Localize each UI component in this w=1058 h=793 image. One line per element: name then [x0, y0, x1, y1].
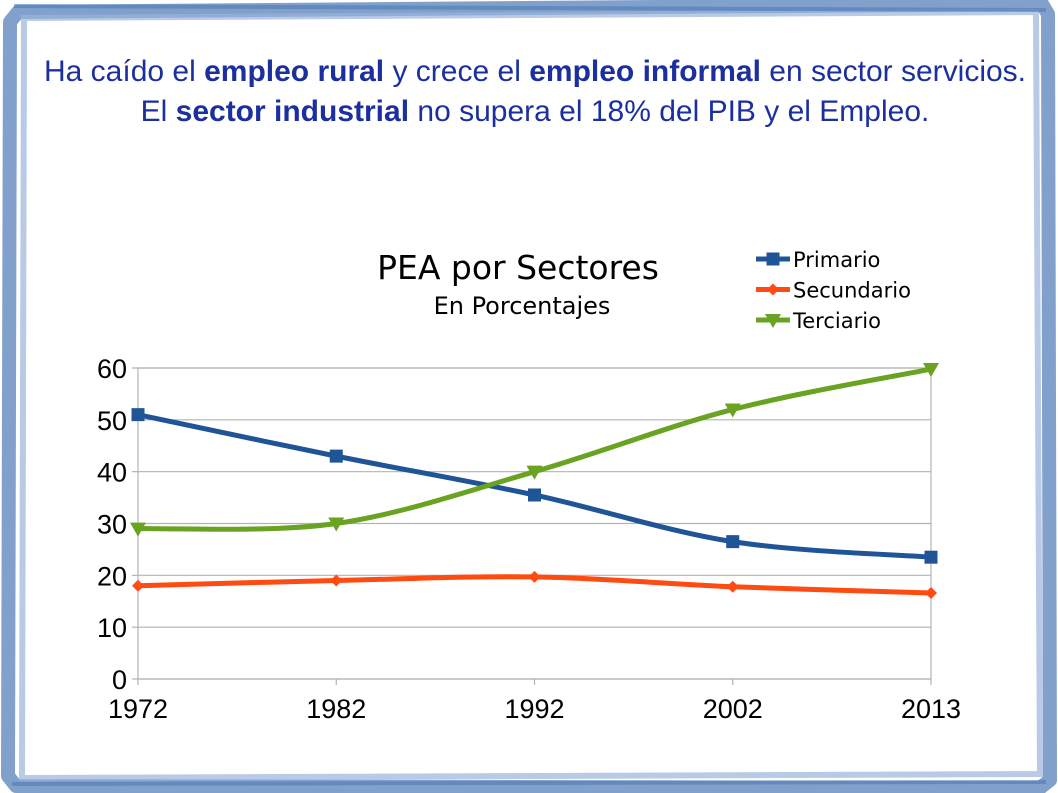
series-terciario — [130, 363, 939, 537]
slide-headline: Ha caído el empleo rural y crece el empl… — [40, 52, 1030, 132]
y-tick-label: 20 — [97, 561, 127, 591]
headline-text-4: no supera el 18% del PIB y el Empleo. — [409, 95, 930, 128]
data-point-primario-2013 — [924, 550, 938, 564]
data-point-terciario-1972 — [130, 522, 146, 537]
legend-item-terciario: Terciario — [756, 309, 881, 333]
headline-emphasis-industrial: sector industrial — [175, 95, 410, 128]
legend-item-secundario: Secundario — [756, 279, 911, 303]
legend-label-secundario: Secundario — [793, 279, 911, 303]
chart-gridlines — [138, 367, 931, 680]
data-point-secundario-1972 — [132, 579, 144, 592]
x-tick-label: 1982 — [306, 694, 366, 724]
headline-text-3: en sector servicios. El — [140, 55, 1027, 128]
x-tick-label: 1992 — [504, 694, 564, 724]
chart-subtitle: En Porcentajes — [434, 292, 611, 320]
legend-marker-secundario — [767, 283, 779, 296]
y-tick-label: 50 — [97, 406, 127, 436]
data-point-secundario-1982 — [330, 574, 343, 587]
legend-item-primario: Primario — [756, 248, 880, 272]
data-point-primario-1982 — [329, 449, 343, 463]
data-point-secundario-2013 — [925, 586, 937, 599]
y-tick-label: 0 — [112, 665, 127, 695]
chart-title: PEA por Sectores — [377, 248, 659, 287]
data-point-primario-1992 — [528, 488, 541, 502]
y-axis-ticks: 0 10 20 30 40 50 60 — [97, 354, 138, 695]
series-primario — [131, 408, 938, 564]
legend-marker-primario — [766, 252, 780, 266]
chart-legend: Primario Secundario Terciario — [756, 248, 911, 333]
legend-label-terciario: Terciario — [792, 309, 881, 333]
data-point-terciario-2002 — [724, 403, 741, 418]
headline-emphasis-informal: empleo informal — [529, 55, 761, 88]
x-tick-label: 1972 — [108, 694, 168, 724]
data-point-primario-2002 — [726, 535, 740, 549]
series-secundario — [132, 570, 937, 599]
data-point-secundario-1992 — [528, 570, 541, 583]
y-tick-label: 10 — [97, 613, 127, 643]
series-line-primario — [135, 412, 934, 560]
y-tick-label: 60 — [97, 354, 127, 384]
headline-text-1: Ha caído el — [43, 55, 205, 88]
x-tick-label: 2002 — [703, 694, 763, 724]
x-tick-label: 2013 — [901, 694, 961, 724]
data-point-terciario-1982 — [328, 517, 345, 532]
data-point-primario-1972 — [131, 408, 145, 422]
y-tick-label: 40 — [97, 458, 127, 488]
data-point-secundario-2002 — [726, 580, 739, 593]
headline-text-2: y crece el — [384, 55, 530, 88]
data-point-terciario-1992 — [526, 465, 543, 480]
y-tick-label: 30 — [97, 510, 127, 540]
data-point-terciario-2013 — [923, 363, 939, 378]
legend-marker-terciario — [765, 314, 781, 328]
chart-series — [130, 363, 939, 599]
series-line-terciario — [135, 366, 934, 532]
legend-label-primario: Primario — [793, 248, 880, 272]
x-axis-ticks: 1972 1982 1992 2002 2013 — [108, 679, 961, 724]
headline-emphasis-rural: empleo rural — [204, 55, 385, 88]
